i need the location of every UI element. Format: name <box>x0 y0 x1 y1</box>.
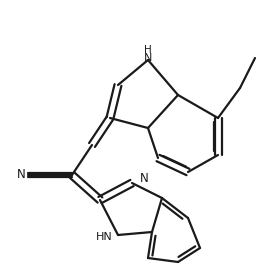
Text: HN: HN <box>95 232 112 242</box>
Text: H: H <box>144 45 152 55</box>
Text: N: N <box>140 173 148 185</box>
Text: N: N <box>144 53 152 63</box>
Text: N: N <box>16 169 25 181</box>
